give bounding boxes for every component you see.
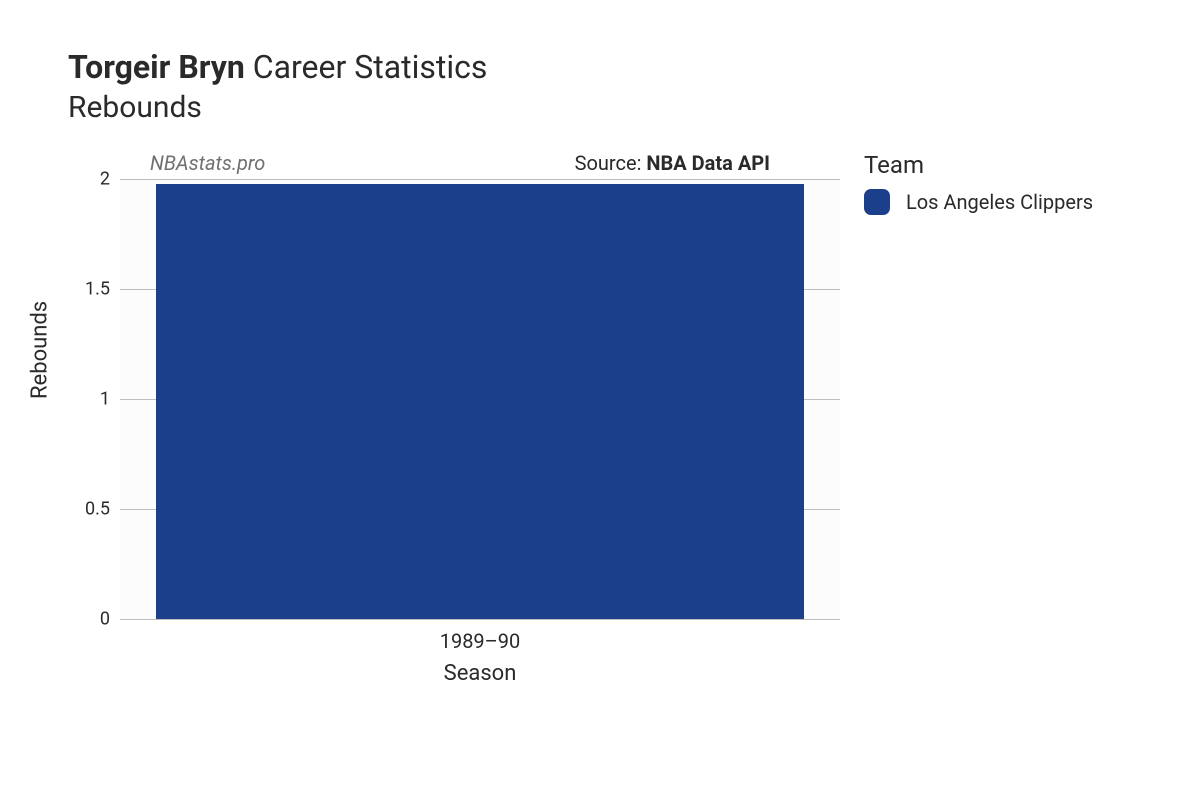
legend: Team Los Angeles Clippers [864,151,1200,215]
source-attribution: Source: NBA Data API [575,151,770,175]
y-axis-label: Rebounds [28,301,53,399]
chart-area: NBAstats.pro Source: NBA Data API Reboun… [40,151,1160,711]
chart-container: Torgeir Bryn Career Statistics Rebounds … [0,0,1200,800]
player-name: Torgeir Bryn [68,48,245,86]
y-tick-label: 0.5 [85,499,120,520]
y-tick-label: 0 [100,609,120,630]
x-tick-label: 1989–90 [440,619,521,653]
x-axis-label: Season [120,661,840,686]
plot-area: 00.511.521989–90 [120,179,840,619]
watermark: NBAstats.pro [150,151,265,175]
y-tick-label: 1.5 [85,279,120,300]
title-suffix: Career Statistics [253,48,488,86]
source-label: Source: [575,151,647,175]
legend-items: Los Angeles Clippers [864,189,1200,215]
bar [156,184,804,620]
chart-subtitle: Rebounds [68,90,1160,125]
legend-item: Los Angeles Clippers [864,189,1200,215]
plot-canvas: 00.511.521989–90 [120,179,840,619]
y-tick-label: 2 [100,169,120,190]
legend-title: Team [864,151,1200,179]
source-value: NBA Data API [646,151,770,175]
y-tick-label: 1 [100,389,120,410]
gridline [120,179,840,180]
chart-title: Torgeir Bryn Career Statistics [68,48,1160,86]
legend-swatch [864,189,890,215]
legend-label: Los Angeles Clippers [906,190,1093,214]
